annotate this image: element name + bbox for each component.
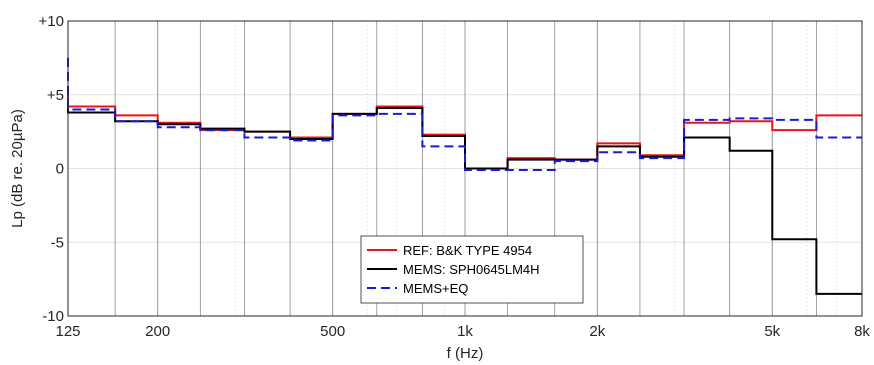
x-tick-labels: 125 200 500 1k 2k 5k 8k [55, 323, 870, 340]
series-line-0 [67, 93, 862, 170]
legend-label-2: MEMS+EQ [403, 281, 468, 296]
y-tick-label: 0 [56, 161, 64, 178]
legend-box [360, 235, 584, 304]
series-line-1 [67, 105, 862, 295]
plot-frame [67, 20, 863, 317]
y-tick-label: +10 [39, 13, 64, 30]
y-tick-label: +5 [47, 87, 64, 104]
y-tick-label: -5 [51, 234, 64, 251]
y-tick-labels: -10 -5 0 +5 +10 [39, 13, 64, 325]
series-line-2 [67, 57, 862, 171]
x-tick-label: 125 [55, 323, 80, 340]
legend: REF: B&K TYPE 4954 MEMS: SPH0645LM4H MEMS+… [360, 235, 584, 304]
x-tick-label: 8k [854, 323, 870, 340]
x-tick-label: 2k [589, 323, 605, 340]
y-axis-label: Lp (dB re. 20µPa) [9, 109, 26, 228]
y-tick-label: -10 [42, 308, 64, 325]
x-tick-label: 5k [764, 323, 780, 340]
legend-label-1: MEMS: SPH0645LM4H [403, 262, 540, 277]
x-tick-label: 500 [320, 323, 345, 340]
series-lines [67, 57, 862, 295]
legend-label-0: REF: B&K TYPE 4954 [403, 243, 532, 258]
x-tick-label: 200 [145, 323, 170, 340]
x-axis-label: f (Hz) [447, 345, 484, 362]
x-tick-label: 1k [457, 323, 473, 340]
